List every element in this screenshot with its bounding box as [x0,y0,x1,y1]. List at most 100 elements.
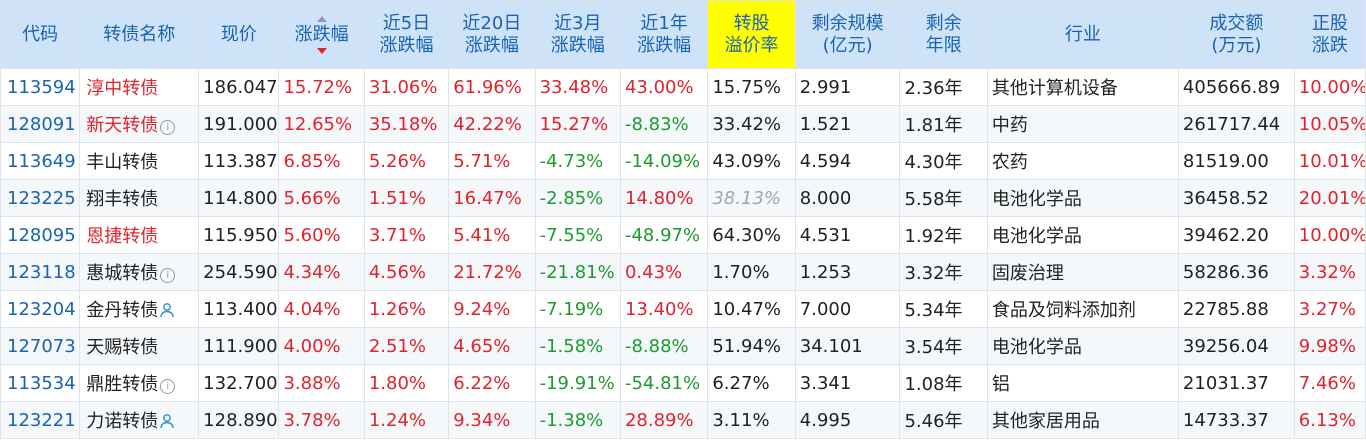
bond-name-cell[interactable]: 淳中转债 [79,68,200,106]
premium-cell: 51.94% [707,327,796,365]
table-body: 113594 淳中转债 186.047 15.72% 31.06% 61.96% 33.48… [0,68,1366,439]
bond-name-link[interactable]: 鼎胜转债 [86,374,159,395]
stock-change-cell: 10.01% [1293,142,1366,180]
industry-cell: 食品及饲料添加剂 [986,290,1179,328]
change-cell: 4.34% [278,253,365,291]
bond-name-cell[interactable]: 惠城转债 i [79,253,200,291]
years-cell: 3.32年 [899,253,988,291]
info-icon[interactable]: i [160,268,176,283]
change-3m-cell: -1.38% [534,401,621,439]
change-1y-cell: -48.97% [619,216,709,254]
table-row[interactable]: 113649 丰山转债 113.387 6.85% 5.26% 5.71% -4.73% -1… [0,142,1366,180]
change-cell: 3.88% [278,364,365,402]
bond-name-link[interactable]: 翔丰转债 [86,189,159,210]
premium-cell: 33.42% [707,105,796,143]
col-header-3m[interactable]: 近3月 涨跌幅 [534,0,621,69]
bond-code-link[interactable]: 123204 [0,290,81,328]
bond-code-link[interactable]: 113649 [0,142,81,180]
bond-name-cell[interactable]: 鼎胜转债 i [79,364,200,402]
col-header-premium[interactable]: 转股 溢价率 [707,0,796,69]
volume-cell: 22785.88 [1177,290,1295,328]
bond-name-cell[interactable]: 天赐转债 [79,327,200,365]
table-row[interactable]: 128095 恩捷转债 115.950 5.60% 3.71% 5.41% -7.55% -4… [0,216,1366,254]
table-row[interactable]: 128091 新天转债 i 191.000 12.65% 35.18% 42.22% 15.2… [0,105,1366,143]
price-cell: 254.590 [198,253,280,291]
years-cell: 1.92年 [899,216,988,254]
price-cell: 186.047 [198,68,280,106]
bond-name-link[interactable]: 惠城转债 [86,263,159,284]
table-row[interactable]: 113594 淳中转债 186.047 15.72% 31.06% 61.96% 33.48… [0,68,1366,106]
industry-cell: 电池化学品 [986,216,1179,254]
change-3m-cell: -2.85% [534,179,621,217]
scale-cell: 3.341 [794,364,901,402]
price-cell: 115.950 [198,216,280,254]
person-icon[interactable] [159,302,175,323]
info-icon[interactable]: i [160,379,176,394]
bond-code-link[interactable]: 128095 [0,216,81,254]
bond-code-link[interactable]: 123221 [0,401,81,439]
volume-cell: 58286.36 [1177,253,1295,291]
bond-code-link[interactable]: 127073 [0,327,81,365]
bond-name-link[interactable]: 金丹转债 [86,299,159,321]
bond-name-cell[interactable]: 丰山转债 [79,142,200,180]
industry-cell: 农药 [986,142,1179,180]
bond-name-cell[interactable]: 翔丰转债 [79,179,200,217]
volume-cell: 21031.37 [1177,364,1295,402]
col-header-price[interactable]: 现价 [198,0,280,69]
stock-change-cell: 10.00% [1293,68,1366,106]
industry-cell: 固废治理 [986,253,1179,291]
bond-name-link[interactable]: 新天转债 [86,115,159,136]
change-20d-cell: 16.47% [448,179,536,217]
bond-name-cell[interactable]: 力诺转债 [79,401,200,439]
table-row[interactable]: 123204 金丹转债 113.400 4.04% 1.26% 9.24% -7.19% 13… [0,290,1366,328]
bond-code-link[interactable]: 113594 [0,68,81,106]
bond-code-link[interactable]: 128091 [0,105,81,143]
change-1y-cell: 0.43% [619,253,709,291]
bond-name-link[interactable]: 恩捷转债 [86,226,159,247]
bond-name-link[interactable]: 天赐转债 [86,337,159,358]
change-3m-cell: 15.27% [534,105,621,143]
table-row[interactable]: 127073 天赐转债 111.900 4.00% 2.51% 4.65% -1.58% -8… [0,327,1366,365]
col-header-industry[interactable]: 行业 [986,0,1179,69]
table-row[interactable]: 123118 惠城转债 i 254.590 4.34% 4.56% 21.72% -21.81… [0,253,1366,291]
bond-name-link[interactable]: 淳中转债 [86,78,159,99]
col-header-code[interactable]: 代码 [0,0,81,69]
change-5d-cell: 1.51% [363,179,450,217]
col-header-scale[interactable]: 剩余规模 (亿元) [794,0,901,69]
scale-cell: 4.594 [794,142,901,180]
change-cell: 12.65% [278,105,365,143]
table-row[interactable]: 123221 力诺转债 128.890 3.78% 1.24% 9.34% -1.38% 28… [0,401,1366,439]
stock-change-cell: 7.46% [1293,364,1366,402]
bond-code-link[interactable]: 123225 [0,179,81,217]
col-header-years[interactable]: 剩余 年限 [899,0,988,69]
premium-cell: 43.09% [707,142,796,180]
bond-code-link[interactable]: 113534 [0,364,81,402]
table-row[interactable]: 123225 翔丰转债 114.800 5.66% 1.51% 16.47% -2.85% 1… [0,179,1366,217]
scale-cell: 7.000 [794,290,901,328]
bond-name-link[interactable]: 丰山转债 [86,152,159,173]
bond-name-link[interactable]: 力诺转债 [86,410,159,432]
col-header-change[interactable]: 涨跌幅 [278,0,365,69]
scale-cell: 34.101 [794,327,901,365]
table-row[interactable]: 113534 鼎胜转债 i 132.700 3.88% 1.80% 6.22% -19.91%… [0,364,1366,402]
price-cell: 128.890 [198,401,280,439]
bond-name-cell[interactable]: 恩捷转债 [79,216,200,254]
change-1y-cell: 14.80% [619,179,709,217]
info-icon[interactable]: i [160,120,176,135]
price-cell: 132.700 [198,364,280,402]
years-cell: 1.08年 [899,364,988,402]
col-header-1y[interactable]: 近1年 涨跌幅 [619,0,709,69]
col-header-5d[interactable]: 近5日 涨跌幅 [363,0,450,69]
volume-cell: 39256.04 [1177,327,1295,365]
col-header-name[interactable]: 转债名称 [79,0,200,69]
sort-desc-icon [316,47,327,54]
col-header-20d[interactable]: 近20日 涨跌幅 [448,0,536,69]
bond-name-cell[interactable]: 新天转债 i [79,105,200,143]
col-header-stock-change[interactable]: 正股 涨跌 [1293,0,1366,69]
person-icon[interactable] [159,413,175,434]
col-header-volume[interactable]: 成交额 (万元) [1177,0,1295,69]
bond-code-link[interactable]: 123118 [0,253,81,291]
bond-name-cell[interactable]: 金丹转债 [79,290,200,328]
change-5d-cell: 2.51% [363,327,450,365]
change-5d-cell: 1.80% [363,364,450,402]
